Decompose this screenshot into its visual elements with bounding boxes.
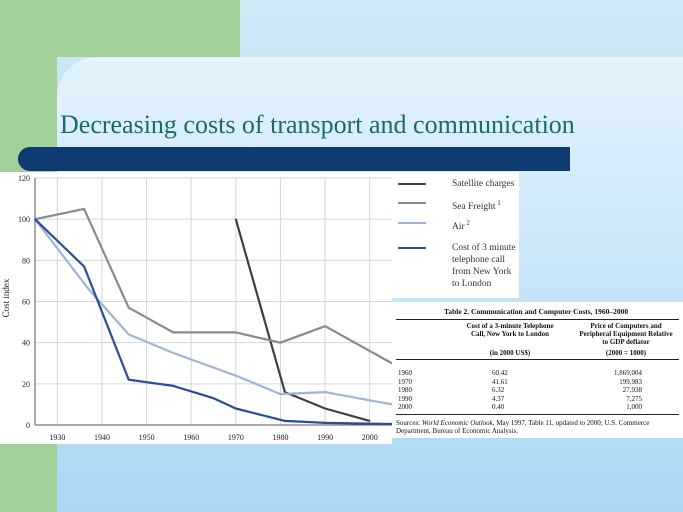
data-point-air [87, 288, 90, 290]
data-point-cost-of-3-minute-telephone-cal [235, 407, 237, 410]
table-cell-call-cost: 60.42 [492, 369, 508, 377]
table-rule-bottom [396, 414, 679, 415]
legend-label-text: Air [452, 222, 465, 233]
x-tick-label: 2000 [362, 433, 378, 442]
table-cell-computer-price: 199,983 [619, 377, 642, 386]
sources-publication: World Economic Outlook, [421, 419, 495, 427]
table-cell-year: 1990 [398, 394, 412, 403]
table-cell-call-cost: 0.40 [492, 403, 505, 412]
data-point-cost-of-3-minute-telephone-cal [34, 218, 36, 220]
y-tick-label: 0 [26, 421, 30, 430]
data-point-cost-of-3-minute-telephone-cal [83, 265, 85, 268]
table-cell-call-cost: 41.61 [492, 377, 508, 386]
x-tick-label: 1930 [49, 433, 65, 442]
legend-label: Sea Freight 1 [452, 197, 518, 213]
legend-label: Air 2 [452, 217, 518, 233]
line-chart: 0 20 40 60 80 100 120 1930 1940 1950 1960 1970 1980 1… [1, 174, 393, 442]
sources-label: Sources: [396, 419, 421, 427]
col1-unit: (in 2000 US$) [489, 349, 531, 357]
data-point-satellite-charges [284, 391, 286, 393]
legend-label: Satellite charges [452, 178, 518, 190]
table-cell-year: 2000 [398, 403, 412, 412]
series-line-sea-freight [34, 207, 393, 365]
table-cell-computer-price: 1,000 [626, 403, 642, 412]
chart-panel: 0 20 40 60 80 100 120 1930 1940 1950 1960 1970 1980 1… [0, 172, 393, 444]
data-point-cost-of-3-minute-telephone-cal [127, 378, 130, 381]
x-tick-label: 1960 [183, 433, 199, 442]
data-point-air [172, 352, 175, 354]
series-line-cost-of-3-minute-telephone-cal [34, 218, 393, 426]
data-point-sea-freight [279, 341, 282, 344]
legend-label-text: Sea Freight [452, 202, 496, 213]
data-point-cost-of-3-minute-telephone-cal [324, 422, 326, 424]
legend-swatch [398, 202, 426, 204]
data-point-cost-of-3-minute-telephone-cal [284, 420, 286, 422]
legend-label-text: Satellite charges [452, 179, 515, 189]
y-tick-label: 60 [22, 298, 30, 307]
table-title: Table 2. Communication and Computer Cost… [444, 307, 629, 316]
y-tick-label: 100 [18, 215, 30, 224]
col2-unit: (2000 = 1000) [605, 349, 647, 357]
chart-legend: Satellite charges Sea Freight 1 Air 2 Cost … [392, 172, 519, 298]
title-underline-bar [18, 147, 570, 171]
data-point-sea-freight [172, 331, 175, 334]
y-tick-label: 120 [18, 174, 30, 183]
data-point-sea-freight [235, 331, 237, 334]
table-cell-year: 1960 [398, 369, 412, 377]
table-rule-header [396, 359, 679, 360]
table-rule-top [396, 319, 679, 320]
sources-text: May 1997, Table 11, updated to 2000; U.S… [396, 419, 650, 435]
data-point-sea-freight [127, 306, 130, 309]
data-point-cost-of-3-minute-telephone-cal [212, 397, 215, 400]
table-cell-year: 1980 [398, 386, 412, 395]
table-cell-year: 1970 [398, 377, 412, 386]
data-point-air [127, 333, 130, 336]
data-point-air [279, 393, 282, 395]
legend-swatch [398, 183, 426, 185]
x-tick-label: 1990 [317, 433, 333, 442]
legend-label: Cost of 3 minute telephone call from New… [452, 242, 518, 290]
y-tick-label: 20 [22, 380, 30, 389]
legend-label-text: Cost of 3 minute telephone call from New… [452, 243, 516, 289]
data-point-satellite-charges [235, 218, 237, 220]
y-tick-label: 80 [22, 256, 30, 265]
x-tick-label: 1950 [139, 433, 155, 442]
table-sources: Sources: World Economic Outlook, May 199… [396, 419, 679, 435]
table-cell-computer-price: 1,869,004 [614, 369, 642, 377]
data-point-cost-of-3-minute-telephone-cal [172, 385, 175, 387]
slide-title: Decreasing costs of transport and commun… [60, 110, 575, 139]
y-tick-label: 40 [22, 339, 30, 348]
legend-swatch [398, 222, 426, 224]
series-line-satellite-charges [234, 218, 370, 422]
costs-table: Table 2. Communication and Computer Cost… [392, 302, 683, 438]
data-point-air [235, 374, 237, 377]
legend-swatch [398, 247, 426, 249]
legend-footnote-mark: 2 [464, 219, 470, 227]
data-point-air [368, 399, 371, 402]
x-tick-label: 1980 [272, 433, 288, 442]
col2-header: Price of Computers and Peripheral Equipm… [579, 322, 673, 346]
table-cell-computer-price: 27,938 [622, 386, 642, 395]
table-cell-call-cost: 4.37 [492, 394, 505, 403]
table-cell-computer-price: 7,275 [626, 394, 642, 403]
series-line-air [34, 218, 393, 406]
data-point-satellite-charges [368, 420, 371, 422]
data-point-sea-freight [83, 208, 85, 210]
table-cell-call-cost: 6.32 [492, 386, 505, 395]
legend-footnote-mark: 1 [495, 199, 501, 207]
data-point-sea-freight [324, 325, 326, 327]
data-point-air [324, 391, 326, 393]
data-point-satellite-charges [324, 407, 326, 410]
y-axis-label: Cost index [1, 278, 11, 317]
x-tick-label: 1970 [228, 433, 244, 442]
col1-header: Cost of a 3-minute Telephone Call, New Y… [466, 322, 554, 338]
x-tick-label: 1940 [94, 433, 110, 442]
